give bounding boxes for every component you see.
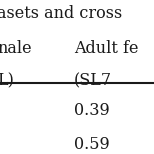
Text: nale: nale [0,40,32,57]
Text: Adult fe: Adult fe [74,40,138,57]
Text: L): L) [0,72,14,89]
Text: 0.39: 0.39 [74,102,110,119]
Text: (SL7: (SL7 [74,72,112,89]
Text: asets and cross: asets and cross [0,5,127,22]
Text: 0.59: 0.59 [74,136,110,152]
